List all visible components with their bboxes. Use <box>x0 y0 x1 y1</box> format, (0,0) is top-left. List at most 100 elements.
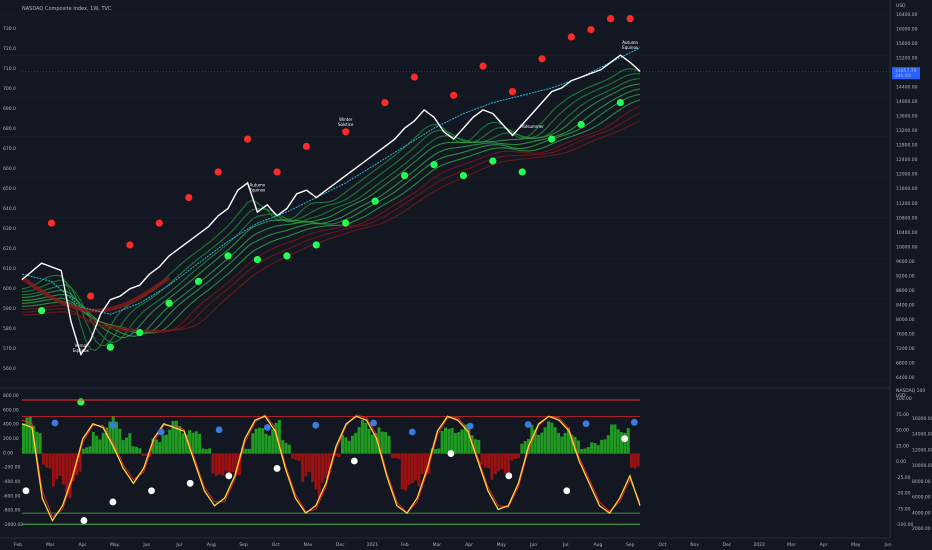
histogram-bar <box>128 433 132 454</box>
marker-blue <box>215 426 223 434</box>
histogram-bar <box>111 416 115 454</box>
price-line <box>21 54 641 357</box>
marker-red <box>479 62 487 70</box>
left-tick-label: 600.00 <box>3 407 19 413</box>
left-tick-label: -400.00 <box>3 479 21 485</box>
annotation-label: Autumn <box>622 40 638 45</box>
marker-green <box>224 252 232 260</box>
marker-red <box>47 219 56 227</box>
oscillator-right-tick: 25.00 <box>896 443 909 449</box>
price-tick-label: 12800.00 <box>896 143 918 149</box>
annotation-label: Midsummer <box>520 124 544 129</box>
time-tick-label: May <box>497 542 507 548</box>
histogram-bar <box>453 432 457 454</box>
price-tick-label: 10000.00 <box>896 244 918 250</box>
histogram-bar <box>523 441 527 454</box>
histogram-bar <box>331 453 335 456</box>
annotation-label: Vernal <box>75 343 88 348</box>
time-tick-label: 2021 <box>367 542 379 548</box>
time-tick-label: Mar <box>46 542 55 548</box>
oscillator-right-tick: 75.00 <box>896 412 909 418</box>
histogram-bar <box>234 453 238 476</box>
marker-red <box>410 73 418 81</box>
left-tick-label: -600.00 <box>3 493 21 499</box>
histogram-bar <box>254 428 258 454</box>
marker-green <box>106 343 114 351</box>
time-tick-label: Jul <box>562 542 568 548</box>
time-tick-label: Mar <box>787 542 796 548</box>
histogram-bar <box>620 432 624 454</box>
marker-white <box>186 479 194 487</box>
histogram-bar <box>583 448 587 454</box>
annotation-label: Equinox <box>622 45 639 50</box>
histogram-bar <box>237 453 241 476</box>
time-axis[interactable]: Feb Mar Apr May Jun Jul Aug Sep Oct Nov Dec 2021 Feb… <box>0 537 892 548</box>
oscillator-right-tick: -100.00 <box>896 522 914 528</box>
histogram-bar <box>98 439 102 454</box>
histogram-bar <box>477 439 481 454</box>
histogram-bar <box>424 453 428 476</box>
histogram-bar <box>188 430 192 454</box>
histogram-bar <box>51 453 55 487</box>
histogram-bar <box>208 448 212 454</box>
left-tick-label: 610.0 <box>3 266 16 272</box>
histogram-bar <box>540 432 544 454</box>
histogram-bar <box>593 443 597 454</box>
price-tick-label: 8400.00 <box>896 302 915 308</box>
marker-green <box>312 241 320 249</box>
marker-green <box>194 277 203 286</box>
price-tick-label: 14400.00 <box>896 85 918 91</box>
annotation-label: Winter <box>339 117 353 122</box>
histogram-bar <box>131 446 135 454</box>
histogram-bar <box>610 424 614 454</box>
histogram-bar <box>563 432 567 454</box>
right-axis[interactable]: USD16400.0016000.0015600.0015200.0014800… <box>889 0 932 540</box>
oscillator-lines <box>21 414 641 522</box>
marker-white <box>621 435 629 443</box>
histogram-bar <box>370 434 374 454</box>
histogram-bar <box>244 448 248 454</box>
marker-red <box>508 88 517 96</box>
left-axis-upper: 730.0 720.0 710.0 700.0 690.0 680.0 670.0 660.0… <box>3 26 16 372</box>
histogram-bar <box>460 429 464 454</box>
histogram-bar <box>184 434 188 454</box>
histogram-bar <box>334 453 338 457</box>
marker-red <box>567 33 575 41</box>
histogram-bar <box>68 453 72 499</box>
histogram-bar <box>380 431 384 454</box>
histogram-bar <box>596 445 600 454</box>
price-tick-label: 14000.00 <box>896 99 918 105</box>
left-tick-label: 200.00 <box>3 436 19 442</box>
histogram-bar <box>537 434 541 454</box>
histogram-bar <box>493 453 497 474</box>
annotation-label: Autumn <box>250 183 266 188</box>
histogram-bar <box>118 428 122 454</box>
histogram-bar <box>556 432 560 454</box>
baseline-line <box>21 47 641 315</box>
price-tick-label: 15600.00 <box>896 41 918 47</box>
time-tick-label: 2022 <box>753 542 765 548</box>
histogram-bar <box>48 453 52 469</box>
histogram-bar <box>35 431 39 454</box>
histogram-bar <box>603 439 607 454</box>
left-tick-label: 730.0 <box>3 26 16 32</box>
oscillator-right-tick: -50.00 <box>896 491 911 497</box>
volume-tick: 14000.00 <box>912 432 932 438</box>
histogram-bar <box>473 439 477 454</box>
histogram-bar <box>261 428 265 454</box>
price-label-sub: 24h 6d <box>895 73 911 79</box>
histogram-bar <box>181 433 185 454</box>
marker-green <box>489 157 497 165</box>
left-tick-label: 630.0 <box>3 226 16 232</box>
histogram-bar <box>45 453 49 468</box>
cloud-band <box>21 73 641 347</box>
histogram-bar <box>570 434 574 454</box>
histogram-bar <box>91 431 95 454</box>
histogram-bar <box>291 453 295 459</box>
histogram-bar <box>264 433 268 454</box>
left-tick-label: 600.0 <box>3 286 16 292</box>
marker-white <box>80 517 88 524</box>
histogram-bar <box>121 440 125 454</box>
histogram-bar <box>513 453 517 460</box>
time-tick-label: Aug <box>207 542 216 548</box>
